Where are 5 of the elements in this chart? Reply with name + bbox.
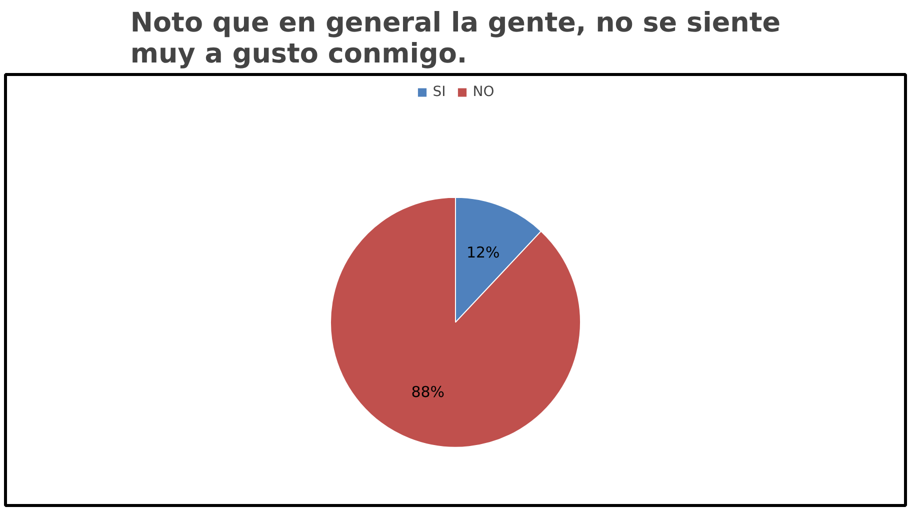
data-label: 12% (466, 244, 500, 262)
data-label: 88% (411, 383, 445, 402)
chart-title: Noto que en general la gente, no se siente muy a gusto conmigo. (130, 8, 781, 70)
legend-label: NO (472, 84, 494, 100)
legend-label: SI (432, 84, 447, 100)
